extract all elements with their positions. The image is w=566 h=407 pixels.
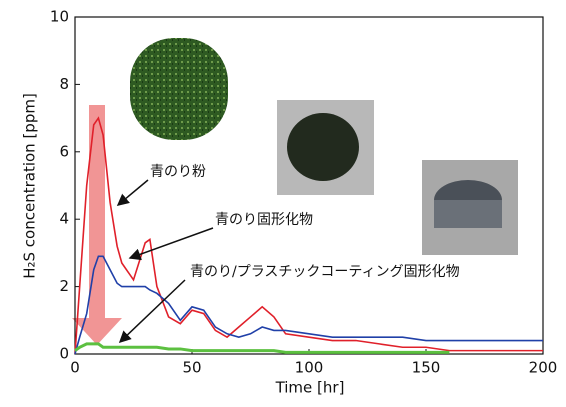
y-tick-label: 6 <box>59 142 69 160</box>
annotation: 青のり/プラスチックコーティング固形化物 <box>190 264 460 280</box>
photo-powder <box>130 38 228 140</box>
photo-coated-side <box>434 200 502 228</box>
y-tick-label: 4 <box>59 210 69 228</box>
x-axis-label: Time [hr] <box>275 379 345 397</box>
x-tick-label: 0 <box>70 359 80 377</box>
annotation-arrow <box>120 280 185 342</box>
y-tick-label: 0 <box>59 345 69 363</box>
annotation-arrow <box>130 228 213 258</box>
x-tick-label: 150 <box>412 359 441 377</box>
x-tick-label: 100 <box>295 359 324 377</box>
annotation: 青のり粉 <box>150 164 206 180</box>
y-tick-label: 2 <box>59 277 69 295</box>
y-tick-label: 8 <box>59 75 69 93</box>
x-tick-label: 50 <box>182 359 201 377</box>
y-axis-label: H₂S concentration [ppm] <box>21 93 39 279</box>
annotation: 青のり固形化物 <box>215 212 313 228</box>
y-tick-label: 10 <box>50 8 69 26</box>
photo-solid-disc <box>287 113 359 181</box>
x-tick-label: 200 <box>529 359 558 377</box>
chart: Time [hr] H₂S concentration [ppm] 050100… <box>0 0 566 403</box>
annotation-arrow <box>118 180 148 205</box>
